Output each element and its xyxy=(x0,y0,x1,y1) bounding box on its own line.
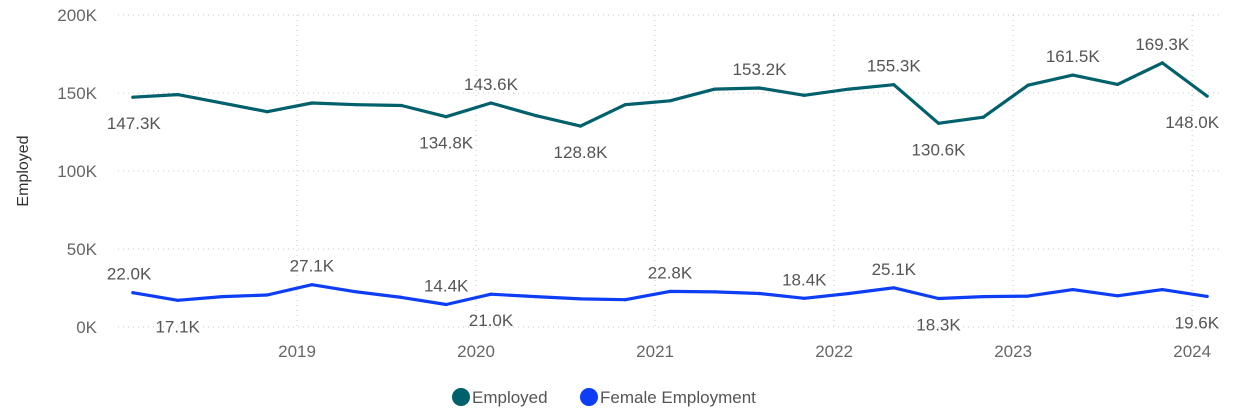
axis-layer: 0K 50K 100K 150K 200K 2019 2020 2021 2022 2023 202… xyxy=(15,6,1211,361)
data-point xyxy=(444,302,448,307)
data-point xyxy=(981,295,985,299)
data-point xyxy=(892,83,896,87)
data-point xyxy=(623,103,627,107)
data-point xyxy=(713,87,717,91)
y-tick-label: 100K xyxy=(57,162,97,181)
legend-marker xyxy=(452,388,470,406)
data-point xyxy=(489,101,493,105)
data-point xyxy=(578,124,583,128)
data-point xyxy=(131,291,135,295)
data-point xyxy=(1116,294,1120,298)
data-label: 161.5K xyxy=(1046,47,1101,66)
y-tick-label: 200K xyxy=(57,6,97,25)
data-point xyxy=(176,298,180,302)
legend: Employed Female Employment xyxy=(452,388,756,407)
legend-label: Female Employment xyxy=(600,388,756,407)
data-label: 169.3K xyxy=(1135,35,1190,54)
data-point xyxy=(892,286,896,290)
series-line-employed xyxy=(131,61,1209,128)
data-point xyxy=(936,121,941,125)
y-tick-label: 0K xyxy=(76,318,97,337)
data-point xyxy=(220,101,224,105)
legend-marker xyxy=(580,388,598,406)
data-point xyxy=(757,291,762,296)
data-label: 128.8K xyxy=(554,143,609,162)
data-point xyxy=(1160,61,1164,65)
data-point xyxy=(757,86,762,90)
data-point xyxy=(1205,94,1209,98)
data-point xyxy=(399,103,404,108)
series-layer xyxy=(131,61,1209,307)
data-label: 21.0K xyxy=(469,311,514,330)
data-point xyxy=(310,283,314,287)
data-point xyxy=(489,292,493,296)
data-label: 147.3K xyxy=(107,114,162,133)
data-point xyxy=(578,297,583,301)
data-point xyxy=(1071,288,1075,292)
data-point xyxy=(668,289,672,293)
data-point xyxy=(355,103,359,107)
data-point xyxy=(623,298,627,302)
data-point xyxy=(668,99,672,103)
data-label: 148.0K xyxy=(1165,113,1220,132)
data-label: 155.3K xyxy=(867,57,922,76)
y-axis-title: Employed xyxy=(15,135,32,206)
data-point xyxy=(936,296,941,301)
x-tick-label: 2022 xyxy=(815,342,853,361)
data-label: 18.3K xyxy=(916,316,961,335)
data-point xyxy=(310,101,314,105)
data-label: 143.6K xyxy=(464,75,519,94)
x-tick-label: 2021 xyxy=(636,342,674,361)
data-point xyxy=(1116,82,1120,86)
data-point xyxy=(1071,73,1075,77)
data-point xyxy=(802,93,806,97)
data-point xyxy=(399,295,404,299)
data-label: 17.1K xyxy=(155,317,200,336)
data-label: 130.6K xyxy=(912,140,967,159)
data-point xyxy=(847,87,851,91)
data-point xyxy=(802,296,806,300)
data-point xyxy=(1160,288,1164,292)
data-label: 27.1K xyxy=(290,257,335,276)
data-point xyxy=(444,115,448,119)
x-tick-label: 2023 xyxy=(994,342,1032,361)
data-point xyxy=(847,291,851,296)
x-tick-label: 2019 xyxy=(278,342,316,361)
data-label: 25.1K xyxy=(872,260,917,279)
data-point xyxy=(1026,83,1030,87)
data-label-layer: 147.3K 134.8K 143.6K 128.8K 153.2K 155.3K 130.… xyxy=(107,35,1220,336)
data-point xyxy=(981,115,985,119)
data-point xyxy=(265,293,269,297)
data-label: 134.8K xyxy=(419,134,474,153)
y-tick-label: 50K xyxy=(67,240,98,259)
data-label: 19.6K xyxy=(1175,313,1220,332)
x-tick-label: 2024 xyxy=(1173,342,1211,361)
y-tick-label: 150K xyxy=(57,84,97,103)
series-line-female-employment xyxy=(131,283,1209,307)
x-tick-label: 2020 xyxy=(457,342,495,361)
legend-label: Employed xyxy=(472,388,548,407)
data-label: 22.0K xyxy=(107,265,152,284)
data-point xyxy=(1205,294,1209,298)
data-point xyxy=(176,93,180,97)
data-point xyxy=(1026,294,1030,298)
data-point xyxy=(220,295,224,299)
data-point xyxy=(131,95,135,99)
data-label: 22.8K xyxy=(648,263,693,282)
data-point xyxy=(265,110,269,114)
data-label: 18.4K xyxy=(782,270,827,289)
data-point xyxy=(355,290,359,294)
data-point xyxy=(534,295,538,299)
data-point xyxy=(713,290,717,294)
data-label: 14.4K xyxy=(424,277,469,296)
data-point xyxy=(534,114,538,118)
data-label: 153.2K xyxy=(733,60,788,79)
grid-layer xyxy=(118,14,1222,328)
